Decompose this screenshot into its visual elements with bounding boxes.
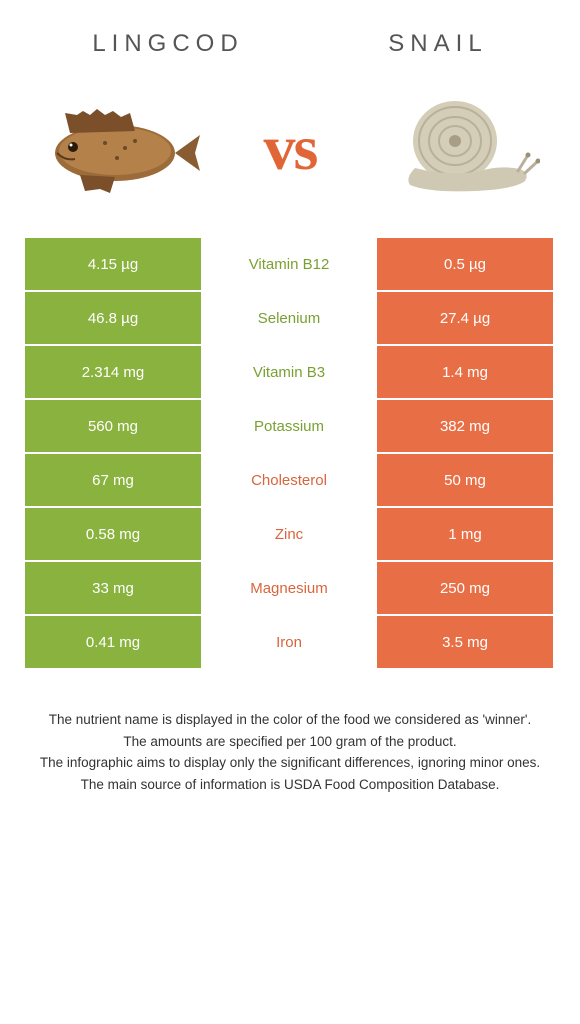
cell-left-value: 46.8 µg bbox=[25, 292, 201, 344]
lingcod-image bbox=[30, 88, 210, 208]
footer-line: The nutrient name is displayed in the co… bbox=[20, 710, 560, 730]
vs-label: vs bbox=[264, 111, 317, 185]
table-row: 33 mgMagnesium250 mg bbox=[25, 562, 555, 616]
cell-nutrient-name: Selenium bbox=[201, 292, 377, 344]
table-row: 46.8 µgSelenium27.4 µg bbox=[25, 292, 555, 346]
cell-nutrient-name: Vitamin B3 bbox=[201, 346, 377, 398]
footer-line: The infographic aims to display only the… bbox=[20, 753, 560, 773]
header: Lingcod Snail bbox=[0, 0, 580, 78]
table-row: 0.58 mgZinc1 mg bbox=[25, 508, 555, 562]
snail-image bbox=[370, 88, 550, 208]
cell-right-value: 1.4 mg bbox=[377, 346, 553, 398]
table-row: 560 mgPotassium382 mg bbox=[25, 400, 555, 454]
cell-left-value: 0.41 mg bbox=[25, 616, 201, 668]
cell-right-value: 0.5 µg bbox=[377, 238, 553, 290]
title-right: Snail bbox=[388, 30, 487, 58]
cell-nutrient-name: Magnesium bbox=[201, 562, 377, 614]
fish-icon bbox=[35, 93, 205, 203]
cell-right-value: 3.5 mg bbox=[377, 616, 553, 668]
cell-nutrient-name: Potassium bbox=[201, 400, 377, 452]
table-row: 0.41 mgIron3.5 mg bbox=[25, 616, 555, 670]
cell-right-value: 27.4 µg bbox=[377, 292, 553, 344]
cell-nutrient-name: Cholesterol bbox=[201, 454, 377, 506]
table-row: 4.15 µgVitamin B120.5 µg bbox=[25, 238, 555, 292]
footer-notes: The nutrient name is displayed in the co… bbox=[0, 670, 580, 794]
cell-left-value: 2.314 mg bbox=[25, 346, 201, 398]
snail-icon bbox=[380, 93, 540, 203]
table-row: 2.314 mgVitamin B31.4 mg bbox=[25, 346, 555, 400]
cell-nutrient-name: Vitamin B12 bbox=[201, 238, 377, 290]
cell-right-value: 382 mg bbox=[377, 400, 553, 452]
footer-line: The main source of information is USDA F… bbox=[20, 775, 560, 795]
cell-nutrient-name: Zinc bbox=[201, 508, 377, 560]
cell-left-value: 33 mg bbox=[25, 562, 201, 614]
footer-line: The amounts are specified per 100 gram o… bbox=[20, 732, 560, 752]
cell-right-value: 50 mg bbox=[377, 454, 553, 506]
cell-left-value: 560 mg bbox=[25, 400, 201, 452]
cell-nutrient-name: Iron bbox=[201, 616, 377, 668]
cell-left-value: 0.58 mg bbox=[25, 508, 201, 560]
cell-right-value: 1 mg bbox=[377, 508, 553, 560]
cell-left-value: 4.15 µg bbox=[25, 238, 201, 290]
cell-left-value: 67 mg bbox=[25, 454, 201, 506]
title-left: Lingcod bbox=[92, 30, 243, 58]
nutrient-table: 4.15 µgVitamin B120.5 µg46.8 µgSelenium2… bbox=[25, 238, 555, 670]
table-row: 67 mgCholesterol50 mg bbox=[25, 454, 555, 508]
images-row: vs bbox=[0, 78, 580, 238]
cell-right-value: 250 mg bbox=[377, 562, 553, 614]
